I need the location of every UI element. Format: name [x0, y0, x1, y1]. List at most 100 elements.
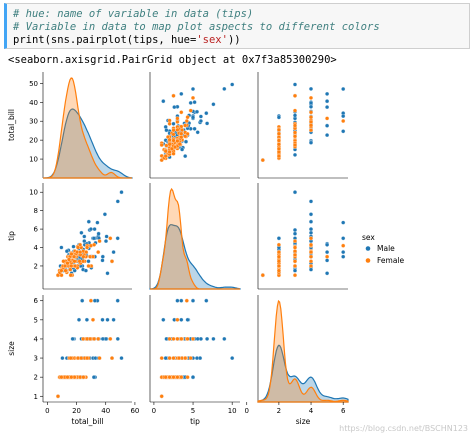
point-female	[308, 128, 314, 133]
point-female	[276, 242, 281, 247]
point-male	[115, 298, 120, 303]
point-male	[194, 356, 200, 361]
y-axis-label-tip: tip	[7, 231, 16, 241]
point-female	[292, 134, 298, 139]
x-tick-label: 0	[45, 407, 49, 415]
point-female	[163, 149, 168, 154]
point-male	[276, 115, 281, 120]
watermark: https://blog.csdn.net/BSCHN123	[339, 424, 468, 433]
point-female	[171, 138, 176, 143]
point-female	[97, 356, 102, 361]
y-axis-label-size: size	[7, 341, 16, 356]
point-female	[86, 263, 91, 269]
point-male	[308, 100, 314, 105]
code-comment-line-2: # Variable in data to map plot aspects t…	[13, 21, 380, 33]
code-string: 'sex'	[196, 34, 228, 46]
point-male	[341, 254, 346, 259]
code-call-end: ))	[227, 34, 241, 46]
x-tick-label: 40	[101, 407, 110, 415]
point-female	[276, 127, 281, 132]
point-male	[91, 236, 96, 241]
point-female	[81, 336, 86, 341]
x-axis-label-tip: tip	[190, 417, 200, 426]
point-female	[183, 356, 188, 361]
panel-tip-total_bill: 2 4 6 8 10 tip	[7, 183, 132, 290]
point-male	[105, 317, 110, 322]
point-male	[292, 113, 298, 118]
point-male	[211, 102, 216, 107]
point-male	[194, 109, 200, 114]
point-female	[167, 142, 172, 147]
point-female	[68, 356, 73, 361]
legend-label-female: Female	[377, 256, 405, 265]
kde-female-size	[257, 299, 349, 403]
panel-size-total_bill: 1 2 3 4 5 6 size 0 20 40 60 total_bill	[7, 295, 139, 426]
point-male	[163, 356, 168, 361]
point-male	[308, 212, 314, 217]
point-male	[104, 234, 109, 239]
point-female	[169, 146, 174, 151]
point-female	[88, 336, 93, 341]
point-female	[276, 250, 281, 255]
point-female	[276, 138, 281, 143]
point-female	[183, 123, 188, 128]
point-female	[167, 137, 172, 142]
point-male	[325, 271, 330, 276]
point-female	[159, 142, 164, 148]
point-female	[68, 267, 73, 272]
point-female	[308, 236, 314, 241]
point-male	[79, 230, 84, 235]
point-male	[64, 249, 69, 254]
point-female	[188, 108, 193, 113]
point-female	[75, 356, 81, 361]
point-female	[171, 132, 176, 137]
point-female	[69, 375, 74, 380]
y-tick-label: 20	[29, 137, 38, 145]
point-male	[60, 356, 65, 361]
y-tick-label: 10	[29, 189, 38, 197]
point-male	[183, 154, 188, 159]
point-male	[92, 298, 97, 303]
point-male	[190, 86, 196, 92]
kde-female-total_bill	[43, 77, 132, 179]
point-male	[292, 152, 298, 157]
legend-marker-male	[365, 246, 371, 251]
point-male	[80, 298, 85, 303]
point-male	[341, 250, 346, 255]
panel-total_bill-total_bill: 10 20 30 40 50 total_bill	[7, 72, 133, 179]
point-female	[167, 336, 172, 341]
y-tick-label: 4	[34, 335, 39, 343]
point-female	[308, 123, 314, 128]
point-female	[92, 242, 97, 247]
y-tick-label: 1	[34, 393, 38, 401]
point-female	[90, 317, 96, 322]
point-female	[81, 254, 86, 259]
point-female	[179, 336, 184, 341]
point-female	[175, 116, 180, 121]
point-female	[308, 119, 314, 124]
panel-total_bill-size	[257, 72, 348, 179]
point-male	[198, 114, 203, 119]
point-female	[171, 356, 176, 361]
x-tick-label: 20	[72, 407, 81, 415]
panel-tip-tip	[149, 183, 241, 290]
point-male	[59, 245, 64, 250]
point-male	[341, 86, 346, 92]
point-female	[185, 131, 190, 136]
point-male	[325, 242, 330, 247]
point-female	[190, 336, 196, 341]
point-female	[159, 356, 164, 361]
point-male	[308, 230, 314, 235]
code-line-3: print(sns.pairplot(tips, hue='sex'))	[13, 34, 241, 47]
point-female	[188, 356, 193, 361]
point-female	[65, 375, 70, 380]
point-female	[185, 336, 190, 341]
point-female	[69, 251, 74, 257]
point-male	[222, 86, 227, 91]
point-male	[204, 111, 209, 116]
point-male	[205, 121, 210, 126]
x-tick-label: 5	[191, 407, 195, 415]
point-male	[341, 129, 346, 134]
x-tick-label: 2	[277, 407, 281, 415]
code-cell[interactable]: # hue: name of variable in data (tips) #…	[4, 3, 470, 49]
